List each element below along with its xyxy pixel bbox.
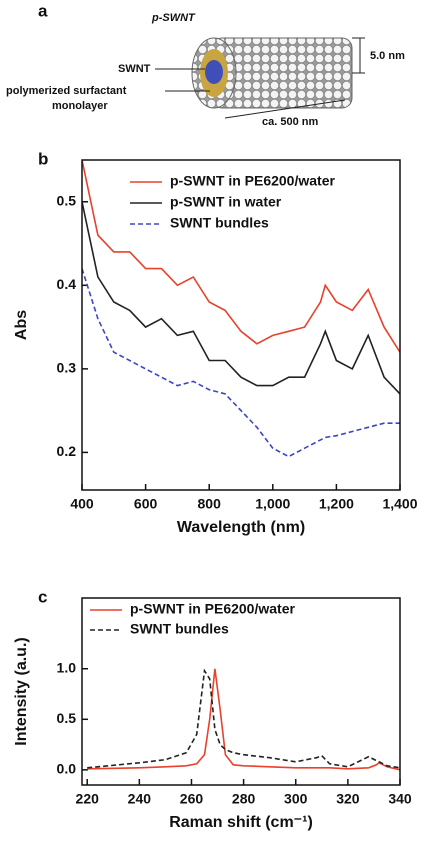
shell-label: monolayer xyxy=(52,100,108,112)
y-tick-label: 0.5 xyxy=(57,192,77,208)
y-tick-label: 0.3 xyxy=(57,360,77,376)
panel-label: a xyxy=(38,1,48,20)
diagram: a p-SWNT SWNT polymerized surfactant mon… xyxy=(6,1,405,127)
series-line xyxy=(82,268,400,458)
y-axis-title: Abs xyxy=(13,310,30,340)
panel-label: b xyxy=(38,149,48,168)
x-tick-label: 1,000 xyxy=(255,496,290,512)
legend-label: SWNT bundles xyxy=(130,621,229,637)
x-tick-label: 1,400 xyxy=(382,496,417,512)
legend-label: p-SWNT in PE6200/water xyxy=(170,173,335,189)
legend-label: p-SWNT in PE6200/water xyxy=(130,601,295,617)
legend-label: p-SWNT in water xyxy=(170,194,282,210)
x-axis-title: Raman shift (cm⁻¹) xyxy=(169,814,313,831)
y-axis-title: Intensity (a.u.) xyxy=(13,637,30,745)
x-tick-label: 280 xyxy=(232,791,256,807)
y-tick-label: 1.0 xyxy=(57,659,77,675)
panel-label: c xyxy=(38,587,47,606)
x-tick-label: 320 xyxy=(336,791,360,807)
shell-label: polymerized surfactant xyxy=(6,85,127,97)
dim-line xyxy=(224,99,346,119)
x-axis-title: Wavelength (nm) xyxy=(177,519,305,536)
x-tick-label: 260 xyxy=(180,791,204,807)
y-tick-label: 0.5 xyxy=(57,710,77,726)
diagram-title: p-SWNT xyxy=(151,12,196,24)
core xyxy=(205,60,223,84)
x-tick-label: 800 xyxy=(198,496,222,512)
x-tick-label: 400 xyxy=(70,496,94,512)
x-tick-label: 340 xyxy=(388,791,412,807)
y-tick-label: 0.2 xyxy=(57,443,77,459)
x-tick-label: 240 xyxy=(128,791,152,807)
diameter-label: 5.0 nm xyxy=(370,50,405,62)
x-tick-label: 300 xyxy=(284,791,308,807)
x-tick-label: 600 xyxy=(134,496,158,512)
length-label: ca. 500 nm xyxy=(262,116,318,128)
plot-frame xyxy=(81,597,401,786)
plot-frame xyxy=(81,159,401,491)
series-line xyxy=(82,160,400,353)
series-line xyxy=(87,668,400,769)
series-line xyxy=(87,668,400,771)
legend-label: SWNT bundles xyxy=(170,215,269,231)
x-tick-label: 1,200 xyxy=(319,496,354,512)
y-tick-label: 0.4 xyxy=(57,276,77,292)
series-line xyxy=(82,201,400,395)
x-tick-label: 220 xyxy=(76,791,100,807)
y-tick-label: 0.0 xyxy=(57,761,77,777)
core-label: SWNT xyxy=(118,63,151,75)
